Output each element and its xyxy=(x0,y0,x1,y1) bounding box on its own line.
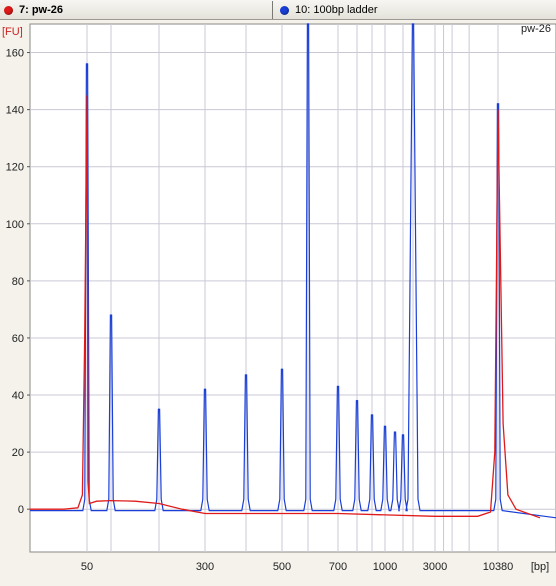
tab-ladder[interactable]: 10: 100bp ladder xyxy=(280,0,378,20)
sample-trace xyxy=(30,95,541,519)
x-tick-label: 1000 xyxy=(373,561,397,573)
y-tick-label: 20 xyxy=(12,447,24,459)
ladder-peak xyxy=(158,408,160,411)
tab-label: 7: pw-26 xyxy=(19,4,64,16)
x-tick-label: 10380 xyxy=(483,561,514,573)
ladder-peak xyxy=(110,314,112,316)
y-tick-label: 40 xyxy=(12,390,24,402)
blue-dot-icon xyxy=(280,5,289,15)
y-tick-label: 0 xyxy=(18,504,24,516)
y-tick-label: 120 xyxy=(6,162,24,174)
x-axis-label: [bp] xyxy=(531,561,549,573)
ladder-peak xyxy=(412,23,414,25)
electropherogram-panel: 0 20 40 60 80 100 120 140 160 50 300 500 700 1000 3000… xyxy=(0,20,556,586)
y-tick-label: 100 xyxy=(6,219,24,231)
tab-sample-pw-26[interactable]: 7: pw-26 xyxy=(4,0,63,20)
x-tick-label: 300 xyxy=(196,561,214,573)
ladder-peak xyxy=(394,431,396,433)
x-tick-label: 50 xyxy=(81,561,93,573)
y-tick-label: 140 xyxy=(6,105,24,117)
ladder-peak xyxy=(384,425,386,428)
ladder-peak xyxy=(245,374,247,376)
y-tick-label: 160 xyxy=(6,48,24,60)
tab-label: 10: 100bp ladder xyxy=(295,4,378,16)
ladder-peak xyxy=(497,103,499,105)
plot-area xyxy=(29,23,556,553)
ladder-peak xyxy=(337,385,339,388)
chart-title: pw-26 xyxy=(521,23,551,35)
ladder-peak xyxy=(307,23,309,25)
x-tick-label: 700 xyxy=(329,561,347,573)
sample-tab-bar: 7: pw-26 10: 100bp ladder xyxy=(0,0,556,20)
ladder-peak xyxy=(86,63,88,65)
red-dot-icon xyxy=(4,5,13,15)
electropherogram-chart[interactable]: 0 20 40 60 80 100 120 140 160 50 300 500 700 1000 3000… xyxy=(0,20,556,586)
x-tick-label: 3000 xyxy=(423,561,447,573)
ladder-peak xyxy=(356,399,358,402)
ladder-peak xyxy=(204,388,206,391)
y-tick-label: 80 xyxy=(12,276,24,288)
y-tick-label: 60 xyxy=(12,333,24,345)
ladder-peak xyxy=(281,368,283,371)
x-tick-label: 500 xyxy=(273,561,291,573)
ladder-peak xyxy=(371,414,373,416)
ladder-peak xyxy=(402,434,404,436)
y-axis-label: [FU] xyxy=(2,26,23,38)
tab-separator xyxy=(272,1,273,19)
